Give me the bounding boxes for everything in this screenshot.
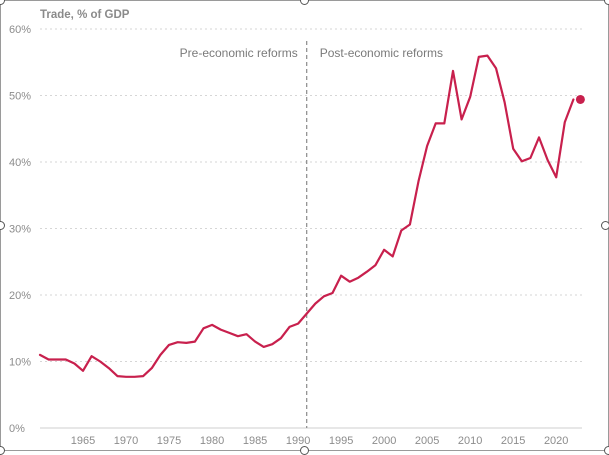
x-tick-label: 2005 bbox=[415, 435, 439, 447]
x-tick-label: 2010 bbox=[458, 435, 482, 447]
y-tick-label: 0% bbox=[9, 423, 25, 435]
y-tick-label: 60% bbox=[9, 24, 31, 36]
x-tick-label: 1980 bbox=[200, 435, 224, 447]
resize-handle-middle-right[interactable] bbox=[601, 221, 609, 230]
x-tick-label: 2015 bbox=[501, 435, 525, 447]
x-tick-label: 2000 bbox=[372, 435, 396, 447]
x-tick-label: 1990 bbox=[286, 435, 310, 447]
resize-handle-middle-left[interactable] bbox=[0, 221, 5, 230]
resize-handle-top-center[interactable] bbox=[300, 0, 309, 5]
gridlines bbox=[40, 28, 582, 429]
resize-handle-top-left[interactable] bbox=[0, 0, 5, 5]
y-tick-label: 40% bbox=[9, 157, 31, 169]
chart-title: Trade, % of GDP bbox=[40, 9, 130, 21]
pre-reform-label: Pre-economic reforms bbox=[180, 46, 298, 60]
y-tick-label: 50% bbox=[9, 91, 31, 103]
latest-value-marker bbox=[575, 94, 585, 104]
x-tick-label: 1995 bbox=[329, 435, 353, 447]
y-tick-label: 10% bbox=[9, 357, 31, 369]
post-reform-label: Post-economic reforms bbox=[320, 46, 443, 60]
x-axis-ticks: 1965 1970 1975 1980 1985 1990 1995 2000 2005 2010… bbox=[71, 435, 569, 447]
y-axis-ticks: 0% 10% 20% 30% 40% 50% 60% bbox=[9, 24, 31, 435]
x-tick-label: 1975 bbox=[157, 435, 181, 447]
x-tick-label: 1985 bbox=[243, 435, 267, 447]
series-line-0 bbox=[38, 54, 575, 378]
y-tick-label: 30% bbox=[9, 224, 31, 236]
resize-handle-top-right[interactable] bbox=[604, 0, 609, 5]
x-tick-label: 2020 bbox=[544, 435, 568, 447]
y-tick-label: 20% bbox=[9, 290, 31, 302]
x-tick-label: 1970 bbox=[114, 435, 138, 447]
x-tick-label: 1965 bbox=[71, 435, 95, 447]
series-layer bbox=[38, 54, 585, 378]
reform-annotation: Pre-economic reforms Post-economic reform… bbox=[180, 41, 443, 428]
